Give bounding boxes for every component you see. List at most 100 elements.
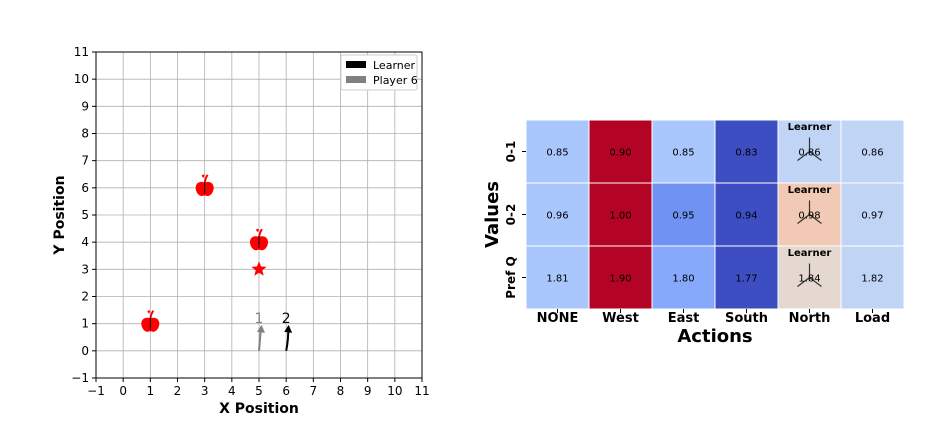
x-tick-label: 7 <box>310 384 318 398</box>
heatmap-cell: 1.00 <box>588 182 653 247</box>
x-axis-label: X Position <box>219 401 299 417</box>
x-tick-label: 8 <box>337 384 345 398</box>
heatmap-cell-rect <box>651 182 716 247</box>
q-value-heatmap: 0.85 0.90 0.85 0.83 Learner 0.86 0.86 0.96 1.00 0… <box>482 119 905 347</box>
agent-label: 2 <box>282 311 291 327</box>
heatmap-cell-rect <box>525 245 590 310</box>
y-tick-label: −1 <box>71 371 89 385</box>
heatmap-x-axis-label: Actions <box>677 326 752 347</box>
heatmap-column-labels: NONE West East South North Load <box>537 309 890 326</box>
x-tick-label: 2 <box>174 384 182 398</box>
learner-marker-leg-right <box>809 277 822 287</box>
y-tick-label: 8 <box>81 127 89 141</box>
heatmap-cell-value: 0.86 <box>798 148 820 159</box>
heatmap-cell: 0.95 <box>651 182 716 247</box>
heatmap-cell-value: 1.77 <box>735 274 757 285</box>
legend-swatch-learner <box>346 61 366 68</box>
y-tick-label: 11 <box>74 45 89 59</box>
learner-marker-leg-left <box>797 277 810 287</box>
learner-marker-label: Learner <box>788 122 832 133</box>
heatmap-cell-value: 1.00 <box>609 211 631 222</box>
heatmap-cell-value: 0.85 <box>546 148 568 159</box>
star-marker <box>251 261 267 276</box>
heatmap-cell: 0.90 <box>588 119 653 184</box>
heatmap-cell-value: 1.84 <box>798 274 820 285</box>
heatmap-cell: 1.81 <box>525 245 590 310</box>
heatmap-cell: 1.80 <box>651 245 716 310</box>
y-tick-label: 9 <box>81 99 89 113</box>
y-tick-label: 1 <box>81 317 89 331</box>
x-tick-label: 5 <box>255 384 263 398</box>
agent-label: 1 <box>255 311 264 327</box>
y-tick-label: 0 <box>81 344 89 358</box>
y-tick-label: 3 <box>81 262 89 276</box>
y-tick-label: 4 <box>81 235 89 249</box>
agent-arrow-head <box>257 324 265 333</box>
heatmap-cell-value: 0.90 <box>609 148 631 159</box>
x-tick-label: 1 <box>147 384 155 398</box>
x-tick-label: 11 <box>414 384 429 398</box>
learner-marker-label: Learner <box>788 185 832 196</box>
heatmap-cell-rect <box>525 182 590 247</box>
heatmap-cell: 1.90 <box>588 245 653 310</box>
heatmap-cell: 0.85 <box>651 119 716 184</box>
heatmap-cell: 0.94 <box>714 182 779 247</box>
agent-2: 2 <box>282 311 293 352</box>
heatmap-cell-rect <box>525 119 590 184</box>
learner-marker-label: Learner <box>788 248 832 259</box>
heatmap-cell: 1.77 <box>714 245 779 310</box>
x-ticks: −1 0 1 2 3 4 5 6 7 8 9 10 11 <box>87 378 430 398</box>
heatmap-cell-value: 0.97 <box>861 211 883 222</box>
heatmap-cell-rect <box>588 119 653 184</box>
heatmap-cell-value: 0.85 <box>672 148 694 159</box>
y-ticks: −1 0 1 2 3 4 5 6 7 8 9 10 11 <box>71 45 96 385</box>
y-tick-label: 2 <box>81 290 89 304</box>
heatmap-cell: 0.86 <box>840 119 905 184</box>
heatmap-column-label: North <box>789 311 831 326</box>
heatmap-column-label: West <box>602 311 639 326</box>
x-tick-label: 9 <box>364 384 372 398</box>
legend: Learner Player 6 <box>340 54 418 91</box>
x-tick-label: 6 <box>282 384 290 398</box>
heatmap-column-label: Load <box>855 311 890 326</box>
heatmap-cell: 0.96 <box>525 182 590 247</box>
heatmap-cell-value: 0.94 <box>735 211 757 222</box>
y-axis-label: Y Position <box>52 175 68 255</box>
y-tick-label: 7 <box>81 154 89 168</box>
heatmap-cell: 0.97 <box>840 182 905 247</box>
legend-swatch-player-6 <box>346 76 366 83</box>
learner-marker-leg-left <box>797 151 810 161</box>
heatmap-cell-value: 0.86 <box>861 148 883 159</box>
heatmap-row-label: 0-2 <box>504 204 518 226</box>
heatmap-cells: 0.85 0.90 0.85 0.83 Learner 0.86 0.86 0.96 1.00 0… <box>525 119 905 310</box>
heatmap-cell-value: 0.98 <box>798 211 820 222</box>
heatmap-cell-value: 1.90 <box>609 274 631 285</box>
legend-label-learner: Learner <box>373 59 416 72</box>
heatmap-cell: Learner 1.84 <box>777 245 842 310</box>
heatmap-row-labels: 0-1 0-2 Pref Q <box>504 141 526 299</box>
heatmap-cell-rect <box>714 182 779 247</box>
heatmap-column-label: NONE <box>537 311 579 326</box>
x-tick-label: 0 <box>119 384 127 398</box>
heatmap-y-axis-label: Values <box>482 181 503 248</box>
heatmap-cell: Learner 0.86 <box>777 119 842 184</box>
heatmap-cell-value: 1.80 <box>672 274 694 285</box>
heatmap-cell-rect <box>840 182 905 247</box>
learner-marker-leg-right <box>809 151 822 161</box>
heatmap-cell-value: 0.96 <box>546 211 568 222</box>
agent-arrow-head <box>284 324 293 333</box>
x-tick-label: 4 <box>228 384 236 398</box>
heatmap-cell: Learner 0.98 <box>777 182 842 247</box>
heatmap-cell-value: 0.95 <box>672 211 694 222</box>
y-tick-label: 6 <box>81 181 89 195</box>
heatmap-column-label: South <box>725 311 768 326</box>
heatmap-cell: 1.82 <box>840 245 905 310</box>
heatmap-cell-rect <box>714 245 779 310</box>
heatmap-cell-rect <box>588 245 653 310</box>
heatmap-cell-rect <box>840 119 905 184</box>
heatmap-cell: 0.85 <box>525 119 590 184</box>
y-tick-label: 10 <box>74 72 89 86</box>
